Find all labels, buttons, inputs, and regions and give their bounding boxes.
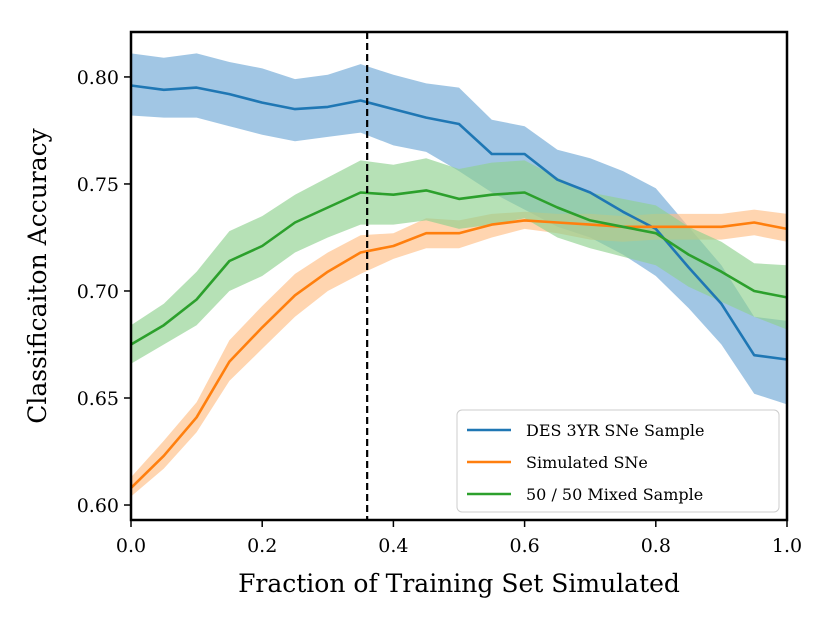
- line-series-1: [131, 219, 787, 489]
- y-tick-label: 0.60: [77, 495, 119, 517]
- band-series-2: [131, 158, 787, 364]
- x-axis-ticks: 0.0 0.2 0.4 0.6 0.8 1.0: [116, 520, 802, 557]
- x-tick-label: 0.8: [641, 535, 671, 557]
- legend-label-2: 50 / 50 Mixed Sample: [526, 485, 703, 504]
- x-tick-label: 1.0: [772, 535, 802, 557]
- x-tick-label: 0.6: [509, 535, 539, 557]
- x-tick-label: 0.0: [116, 535, 146, 557]
- legend-label-0: DES 3YR SNe Sample: [526, 421, 704, 440]
- band-series-0: [131, 53, 787, 405]
- line-series-0: [131, 84, 787, 361]
- y-tick-label: 0.70: [77, 281, 119, 303]
- legend-label-1: Simulated SNe: [526, 453, 648, 472]
- x-tick-label: 0.4: [378, 535, 408, 557]
- y-tick-label: 0.80: [77, 67, 119, 89]
- plot-frame: [129, 30, 789, 522]
- line-series-2: [131, 189, 787, 346]
- y-tick-label: 0.75: [77, 174, 119, 196]
- legend-box: [456, 409, 780, 513]
- confidence-bands: [131, 53, 787, 497]
- y-tick-label: 0.65: [77, 388, 119, 410]
- band-series-1: [131, 209, 787, 497]
- y-axis-label: Classificaiton Accuracy: [23, 127, 52, 423]
- x-tick-label: 0.2: [247, 535, 277, 557]
- legend: DES 3YR SNe Sample Simulated SNe 50 / 50 M…: [456, 409, 780, 513]
- y-axis-ticks: 0.60 0.65 0.70 0.75 0.80: [77, 67, 131, 517]
- series-lines: [131, 84, 787, 489]
- x-axis-label: Fraction of Training Set Simulated: [238, 569, 680, 598]
